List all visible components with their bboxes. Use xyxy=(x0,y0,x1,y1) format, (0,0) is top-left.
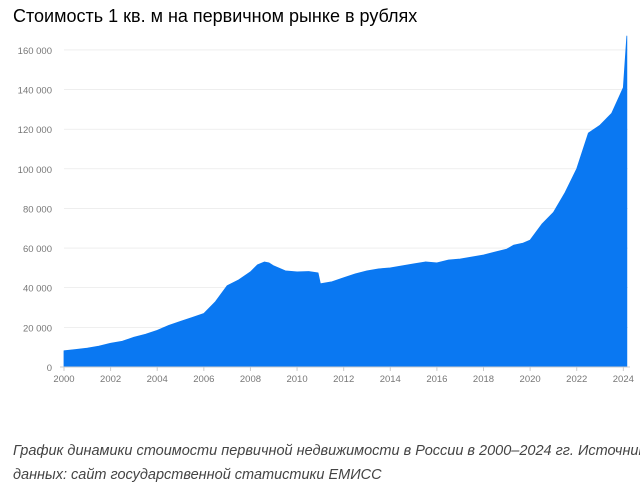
x-tick-label: 2012 xyxy=(333,374,354,385)
y-tick-label: 20 000 xyxy=(23,323,52,334)
chart-title: Стоимость 1 кв. м на первичном рынке в р… xyxy=(13,6,418,26)
figure-caption: График динамики стоимости первичной недв… xyxy=(13,439,640,487)
caption-line-2: данных: сайт государственной статистики … xyxy=(13,467,382,483)
x-tick-label: 2008 xyxy=(240,374,261,385)
x-tick-label: 2018 xyxy=(473,374,494,385)
y-tick-label: 40 000 xyxy=(23,284,52,295)
x-tick-label: 2020 xyxy=(520,374,541,385)
area-series xyxy=(63,35,628,368)
y-tick-label: 100 000 xyxy=(18,165,52,176)
x-tick-label: 2022 xyxy=(566,374,587,385)
x-tick-label: 2002 xyxy=(100,374,121,385)
x-tick-label: 2016 xyxy=(426,374,447,385)
x-tick-labels: 2000 2002 2004 2006 2008 2010 2012 2014 2016 2018… xyxy=(53,367,634,385)
area-series-fill xyxy=(63,35,628,368)
area-chart: 0 20 000 40 000 60 000 80 000 100 000 120 000 1… xyxy=(18,35,634,385)
x-tick-label: 2000 xyxy=(53,374,74,385)
y-tick-label: 80 000 xyxy=(23,204,52,215)
y-tick-labels: 0 20 000 40 000 60 000 80 000 100 000 120 000 1… xyxy=(18,46,52,374)
x-tick-label: 2006 xyxy=(193,374,214,385)
x-tick-label: 2024 xyxy=(613,374,634,385)
x-tick-label: 2004 xyxy=(147,374,168,385)
caption-line-1: График динамики стоимости первичной недв… xyxy=(13,443,640,459)
y-tick-label: 160 000 xyxy=(18,46,52,57)
y-tick-label: 140 000 xyxy=(18,86,52,97)
y-tick-label: 0 xyxy=(47,363,52,374)
x-tick-label: 2014 xyxy=(380,374,401,385)
x-tick-label: 2010 xyxy=(286,374,307,385)
y-tick-label: 120 000 xyxy=(18,125,52,136)
y-tick-label: 60 000 xyxy=(23,244,52,255)
